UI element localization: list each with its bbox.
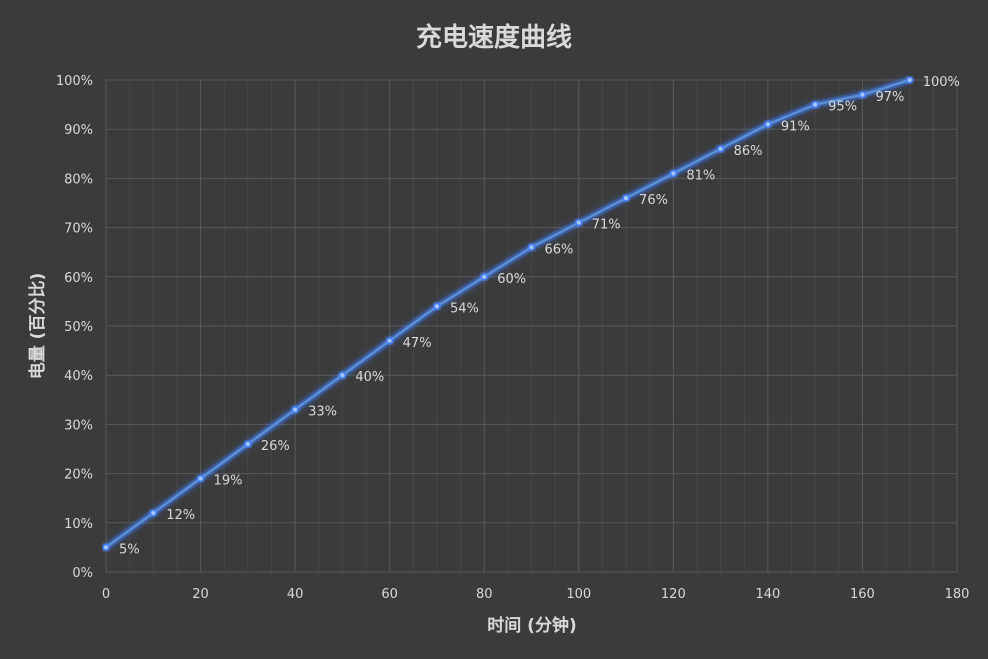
- data-label: 86%: [734, 144, 763, 159]
- data-point: [291, 406, 299, 414]
- x-tick-label: 160: [850, 587, 875, 602]
- y-tick-label: 20%: [64, 468, 93, 483]
- data-label: 33%: [308, 405, 337, 420]
- data-labels: 5% 12% 19% 26% 33% 40% 47% 54% 60% 66% 71% 76% 81% 86…: [119, 75, 960, 557]
- x-tick-label: 100: [566, 587, 591, 602]
- data-point: [622, 194, 630, 202]
- data-point: [575, 219, 583, 227]
- data-label: 81%: [686, 168, 715, 183]
- data-label: 76%: [639, 193, 668, 208]
- x-tick-label: 140: [755, 587, 780, 602]
- data-point: [102, 543, 110, 551]
- series-line: [105, 78, 911, 549]
- y-axis-title: 电量 (百分比): [27, 273, 48, 379]
- y-tick-label: 100%: [56, 74, 93, 89]
- data-label: 54%: [450, 301, 479, 316]
- data-label: 12%: [166, 508, 195, 523]
- series: [102, 76, 914, 551]
- data-point: [197, 474, 205, 483]
- tick-labels: 0 20 40 60 80 100 120 140 160 180 0% 10% 20% 30% 40% 50…: [56, 74, 970, 602]
- x-tick-label: 20: [192, 587, 209, 602]
- chart-title: 充电速度曲线: [416, 22, 572, 53]
- data-label: 91%: [781, 119, 810, 134]
- data-point: [244, 440, 252, 448]
- data-point: [764, 120, 772, 128]
- data-label: 60%: [497, 272, 526, 287]
- data-label: 71%: [592, 218, 621, 233]
- x-tick-label: 0: [102, 587, 110, 602]
- data-label: 95%: [828, 100, 857, 115]
- data-label: 97%: [875, 90, 904, 105]
- y-tick-label: 30%: [64, 418, 93, 433]
- data-point: [906, 76, 914, 84]
- x-axis-title: 时间 (分钟): [487, 615, 576, 636]
- y-tick-label: 10%: [64, 517, 93, 532]
- grid: [105, 79, 958, 573]
- y-tick-label: 40%: [64, 369, 93, 384]
- data-point: [858, 91, 866, 99]
- data-label: 5%: [119, 542, 140, 557]
- y-tick-label: 50%: [64, 320, 93, 335]
- x-tick-label: 180: [945, 587, 970, 602]
- data-point: [386, 337, 394, 345]
- data-label: 66%: [545, 242, 574, 257]
- data-point: [527, 243, 536, 251]
- x-tick-label: 120: [661, 587, 686, 602]
- data-point: [811, 101, 819, 109]
- y-tick-label: 0%: [72, 566, 93, 581]
- x-tick-label: 60: [381, 587, 398, 602]
- data-label: 40%: [355, 370, 384, 385]
- data-label: 100%: [923, 75, 960, 90]
- data-point: [717, 145, 725, 153]
- y-tick-label: 60%: [64, 271, 93, 286]
- y-tick-label: 80%: [64, 172, 93, 187]
- data-label: 26%: [261, 439, 290, 454]
- data-point: [480, 273, 488, 281]
- data-point: [149, 509, 157, 517]
- data-label: 19%: [214, 474, 243, 489]
- y-tick-label: 70%: [64, 222, 93, 237]
- data-point: [338, 371, 346, 379]
- data-label: 47%: [403, 336, 432, 351]
- data-point: [669, 169, 677, 178]
- data-point: [433, 302, 441, 310]
- x-tick-label: 40: [287, 587, 304, 602]
- x-tick-label: 80: [476, 587, 493, 602]
- y-tick-label: 90%: [64, 123, 93, 138]
